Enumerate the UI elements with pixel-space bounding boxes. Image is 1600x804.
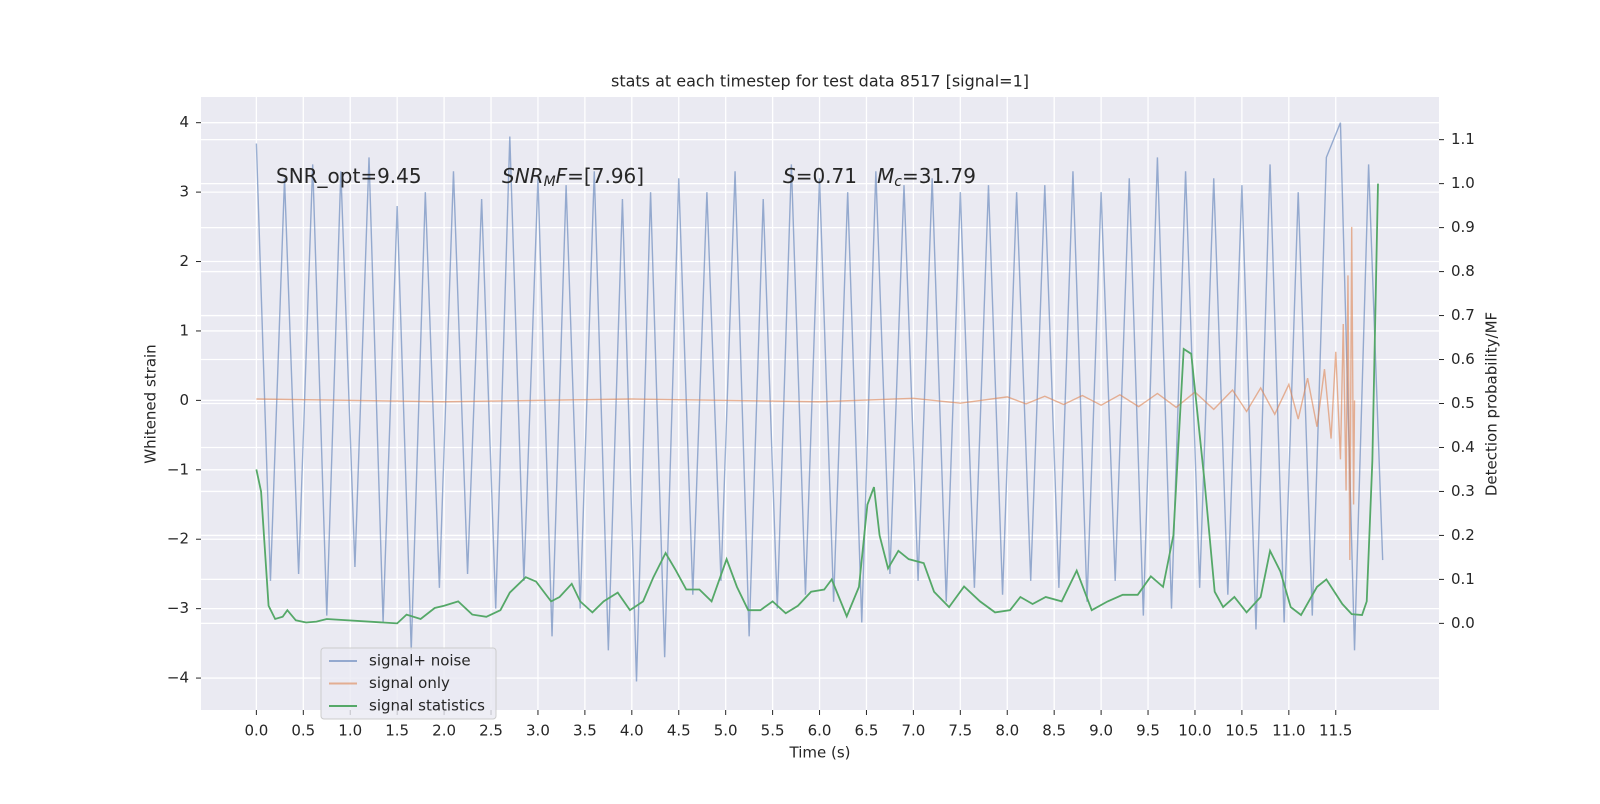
x-tick-label: 7.0 <box>901 722 925 740</box>
x-tick-label: 1.0 <box>338 722 362 740</box>
annotation-part: =[7.96] <box>567 164 644 188</box>
grid <box>196 97 1444 715</box>
x-axis-label: Time (s) <box>789 744 851 762</box>
x-tick-label: 2.0 <box>432 722 456 740</box>
y2-tick-label: 1.0 <box>1451 174 1475 192</box>
annotation-part: =31.79 <box>902 164 976 188</box>
x-tick-label: 1.5 <box>385 722 409 740</box>
y-tick-label: 3 <box>179 183 189 201</box>
y-tick-label: 4 <box>179 113 189 131</box>
y2-tick-label: 0.0 <box>1451 614 1475 632</box>
y2-tick-label: 0.1 <box>1451 570 1475 588</box>
annotation-part: M <box>877 164 894 188</box>
y-tick-label: −4 <box>167 669 189 687</box>
annotation-part: SNR <box>502 164 544 188</box>
y2-tick-label: 0.6 <box>1451 350 1475 368</box>
y-tick-label: −3 <box>167 599 189 617</box>
annotation: SNRMF=[7.96] <box>502 164 644 191</box>
annotation-part: c <box>894 174 902 190</box>
series-line <box>256 226 1356 561</box>
x-tick-label: 7.5 <box>948 722 972 740</box>
x-tick-label: 8.5 <box>1042 722 1066 740</box>
x-tick-label: 10.0 <box>1178 722 1211 740</box>
x-tick-label: 6.5 <box>855 722 879 740</box>
y-tick-label: −1 <box>167 460 189 478</box>
series-line <box>255 183 1379 625</box>
legend-label: signal statistics <box>369 697 485 715</box>
annotation: Mc=31.79 <box>877 164 976 191</box>
x-tick-label: 5.5 <box>761 722 785 740</box>
series-line <box>255 122 1384 682</box>
chart-title: stats at each timestep for test data 851… <box>611 72 1029 91</box>
annotation: S=0.71 <box>783 164 857 188</box>
x-tick-label: 0.5 <box>291 722 315 740</box>
y2-tick-label: 0.3 <box>1451 482 1475 500</box>
y-tick-label: 1 <box>179 321 189 339</box>
annotation-part: SNR_opt=9.45 <box>276 164 422 188</box>
legend-label: signal only <box>369 674 450 692</box>
annotation-part: M <box>544 174 556 190</box>
y2-tick-label: 0.5 <box>1451 394 1475 412</box>
y2-tick-label: 0.9 <box>1451 218 1475 236</box>
y2-tick-label: 0.8 <box>1451 262 1475 280</box>
y-tick-label: −2 <box>167 530 189 548</box>
y2-tick-label: 0.2 <box>1451 526 1475 544</box>
y2-tick-label: 0.4 <box>1451 438 1475 456</box>
annotation-part: F <box>556 164 568 188</box>
legend-box <box>320 647 497 720</box>
legend-label: signal+ noise <box>369 652 471 670</box>
y2-tick-label: 0.7 <box>1451 306 1475 324</box>
x-tick-label: 10.5 <box>1225 722 1258 740</box>
x-tick-label: 4.5 <box>667 722 691 740</box>
x-tick-label: 3.5 <box>573 722 597 740</box>
x-tick-label: 3.0 <box>526 722 550 740</box>
y-tick-label: 2 <box>179 252 189 270</box>
x-tick-label: 11.0 <box>1272 722 1305 740</box>
y2-axis-label: Detection probability/MF <box>1483 312 1501 496</box>
annotation: SNR_opt=9.45 <box>276 164 422 188</box>
marks <box>255 122 1384 682</box>
annotation-part: S <box>783 164 796 188</box>
x-tick-label: 4.0 <box>620 722 644 740</box>
y-tick-label: 0 <box>179 391 189 409</box>
y2-tick-label: 1.1 <box>1451 130 1475 148</box>
x-tick-label: 11.5 <box>1319 722 1352 740</box>
labels: 0.0 0.5 1.0 1.5 2.0 2.5 3.0 3.5 4.0 4.5 5.0 5.5 6.0 6… <box>167 113 1475 739</box>
y-axis-label: Whitened strain <box>142 344 160 463</box>
x-tick-label: 6.0 <box>808 722 832 740</box>
x-tick-label: 0.0 <box>244 722 268 740</box>
x-tick-label: 5.0 <box>714 722 738 740</box>
annotation-part: =0.71 <box>796 164 857 188</box>
x-tick-label: 8.0 <box>995 722 1019 740</box>
x-tick-label: 9.0 <box>1089 722 1113 740</box>
x-tick-label: 2.5 <box>479 722 503 740</box>
x-tick-label: 9.5 <box>1136 722 1160 740</box>
